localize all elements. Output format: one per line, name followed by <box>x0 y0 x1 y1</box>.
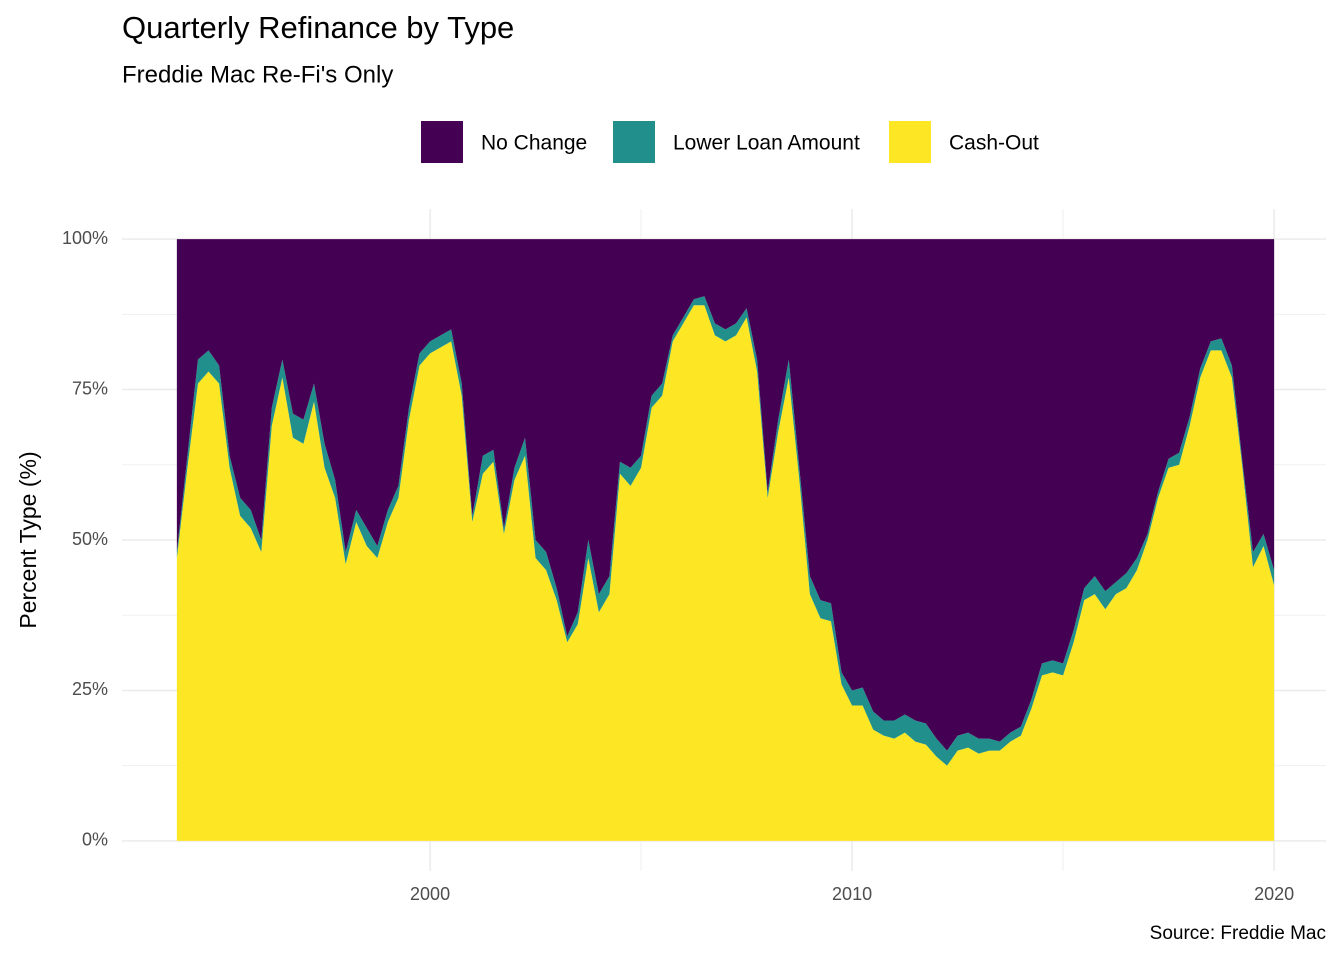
area <box>176 305 1275 841</box>
legend-label: Lower Loan Amount <box>673 132 860 155</box>
legend-swatch <box>889 121 931 163</box>
y-tick-label: 0% <box>82 830 108 850</box>
x-tick-label: 2020 <box>1254 884 1294 904</box>
y-tick-label: 50% <box>72 529 108 549</box>
legend-swatch <box>613 121 655 163</box>
y-tick-label: 100% <box>62 228 108 248</box>
y-tick-label: 75% <box>72 378 108 398</box>
y-axis-label: Percent Type (%) <box>15 451 41 628</box>
x-tick-label: 2010 <box>832 884 872 904</box>
y-tick-label: 25% <box>72 679 108 699</box>
x-tick-label: 2000 <box>410 884 450 904</box>
legend-label: Cash-Out <box>949 132 1039 155</box>
chart-title: Quarterly Refinance by Type <box>122 10 514 45</box>
area <box>176 239 1275 751</box>
legend-label: No Change <box>481 132 587 155</box>
caption: Source: Freddie Mac <box>1150 923 1326 944</box>
legend-swatch <box>421 121 463 163</box>
chart-subtitle: Freddie Mac Re-Fi's Only <box>122 61 393 88</box>
